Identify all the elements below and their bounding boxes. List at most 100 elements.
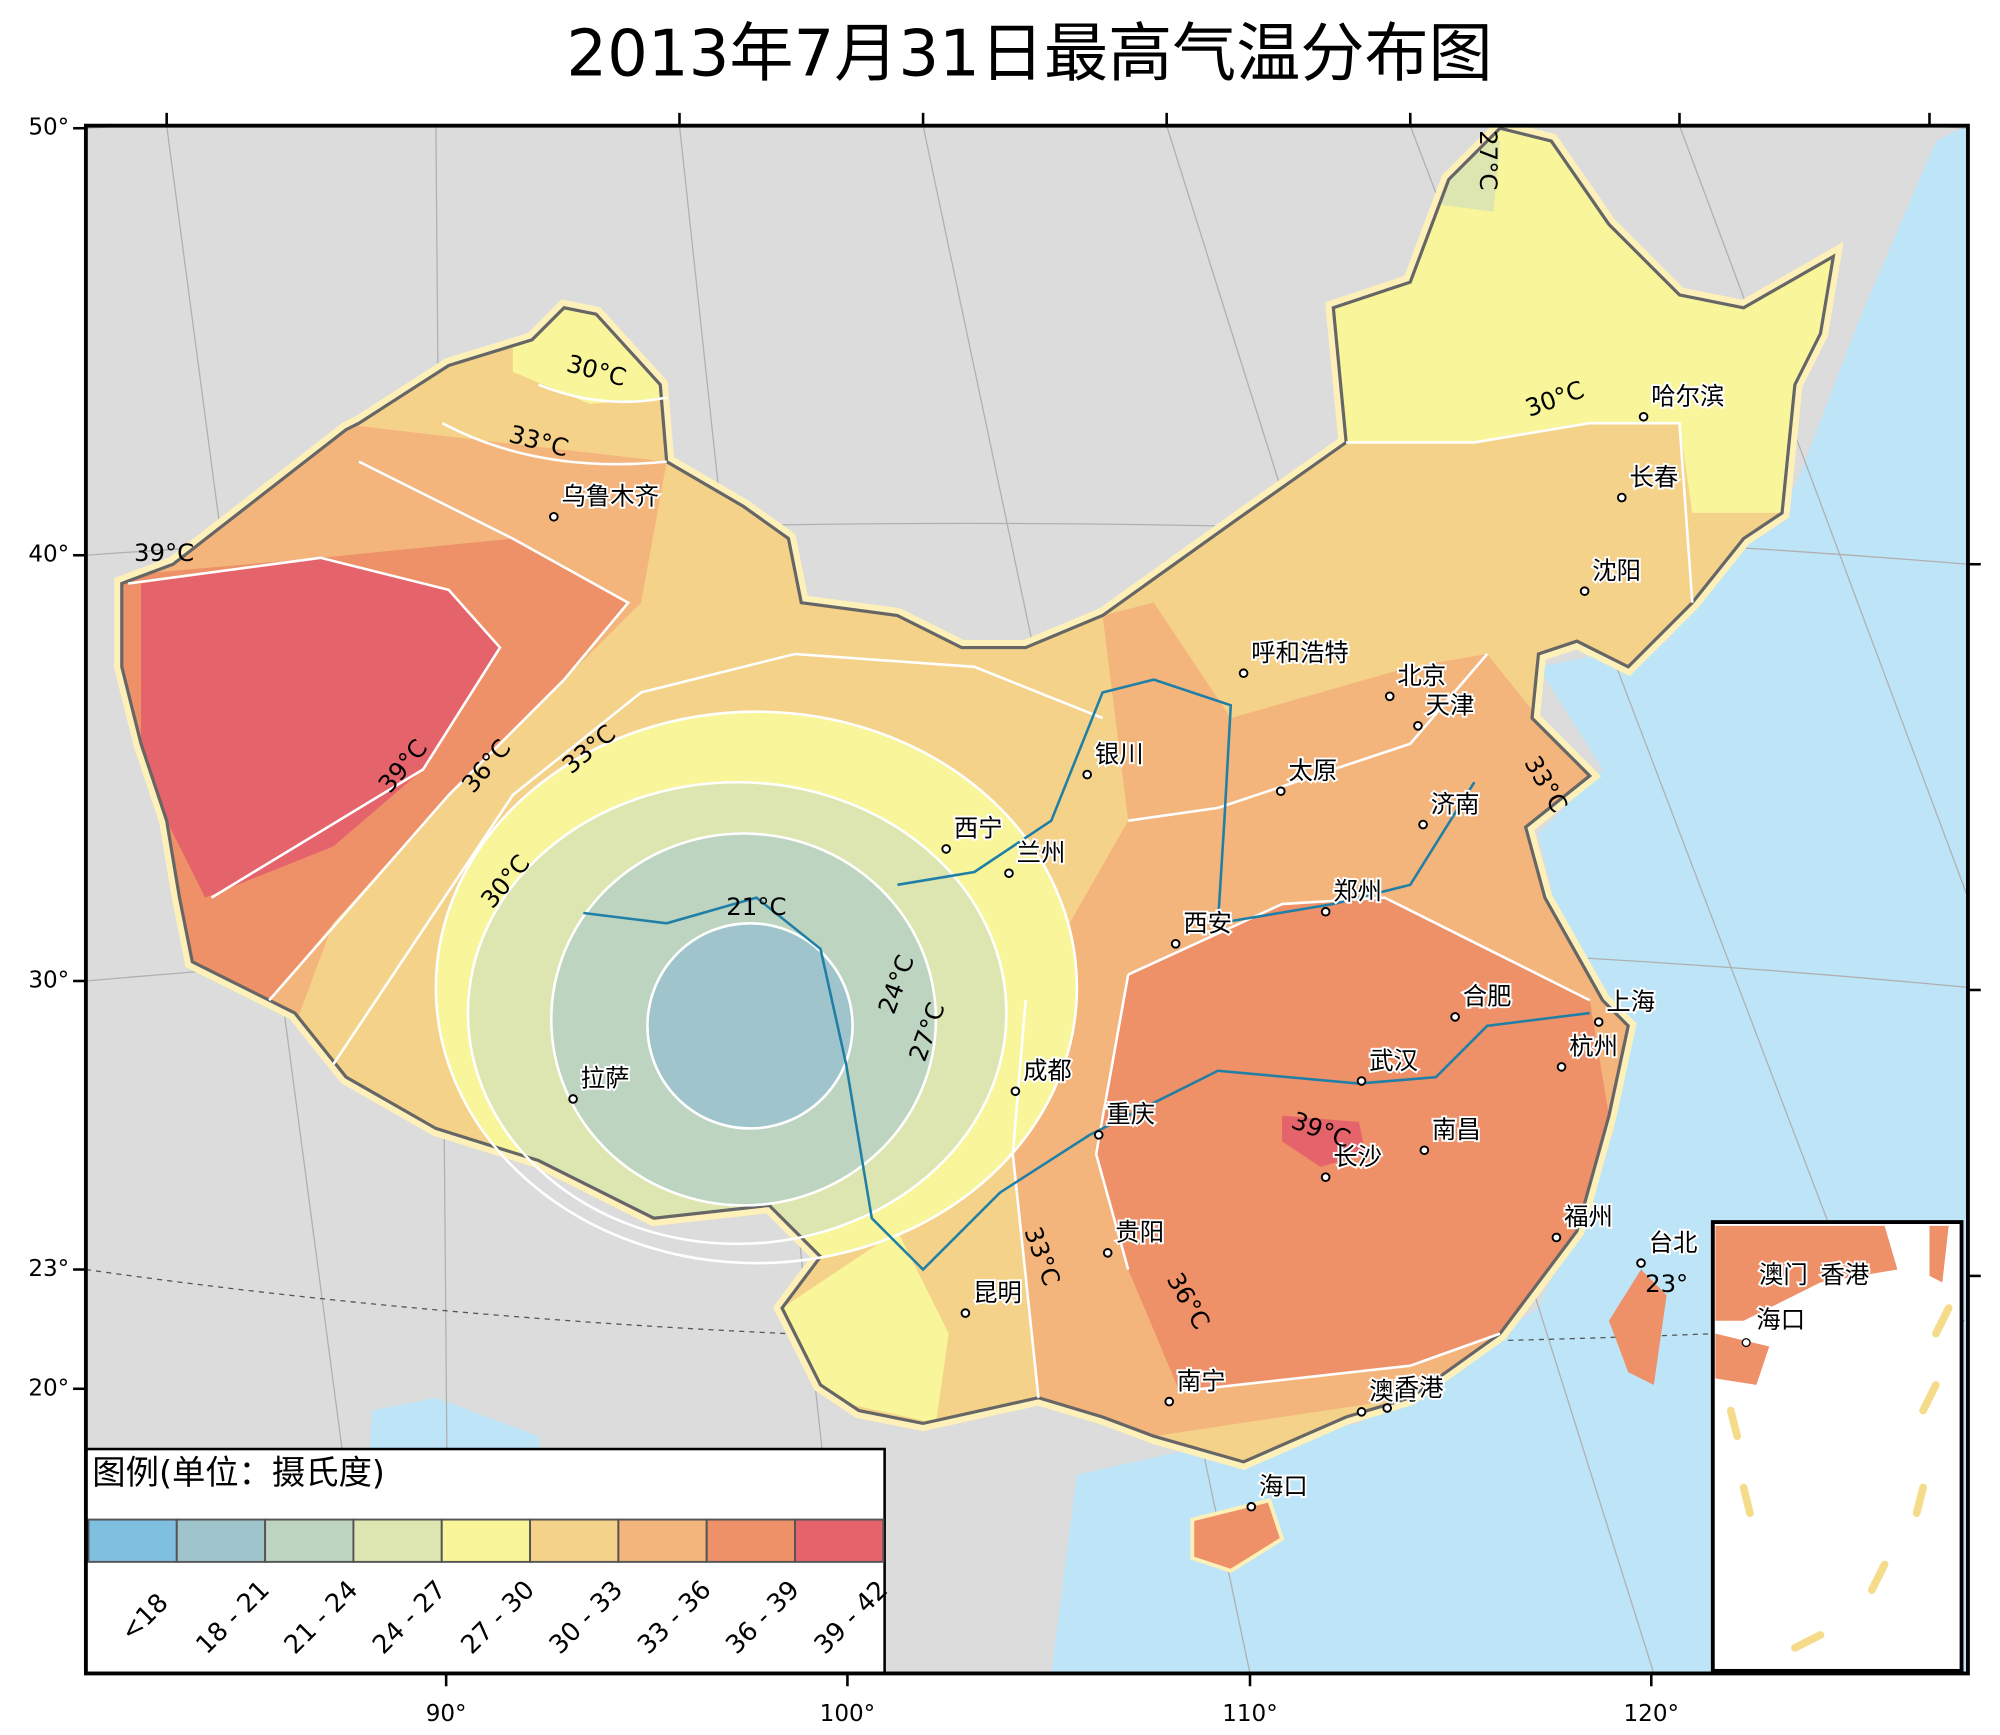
- legend-swatch: [794, 1518, 885, 1563]
- lon-label: 110°: [1222, 1701, 1278, 1727]
- legend-title: 图例(单位：摄氏度): [92, 1453, 385, 1492]
- lat-label: 40°: [28, 542, 69, 568]
- city-dot: [1093, 1130, 1104, 1140]
- city-label: 西宁: [954, 814, 1003, 843]
- legend: 图例(单位：摄氏度) <18 18 - 21 21 - 24 24 - 27 27 - …: [85, 1447, 894, 1674]
- city-dot: [1102, 1248, 1113, 1258]
- city-dot: [1418, 819, 1428, 830]
- legend-swatch: [440, 1518, 532, 1563]
- city-dot: [1450, 1012, 1460, 1022]
- zone-39-42: [141, 557, 500, 898]
- isotherm-label: 21°C: [726, 892, 786, 921]
- city-dot: [1275, 786, 1286, 797]
- city-dot: [1616, 492, 1627, 503]
- map-title: 2013年7月31日最高气温分布图: [566, 17, 1492, 91]
- isotherms: [128, 383, 1694, 1398]
- city-label: 香港: [1395, 1373, 1444, 1402]
- city-label: 乌鲁木齐: [562, 482, 659, 511]
- city-dot: [1320, 1172, 1331, 1182]
- city-label: 长沙: [1333, 1142, 1382, 1171]
- city-label: 武汉: [1369, 1046, 1418, 1075]
- city-label: 长春: [1629, 462, 1678, 491]
- city-dot: [1593, 1017, 1604, 1027]
- inset-dot: [1741, 1338, 1751, 1348]
- city-label: 上海: [1606, 987, 1655, 1016]
- lon-label: 120°: [1624, 1701, 1680, 1727]
- city-dot: [1010, 1086, 1021, 1097]
- hainan: [1190, 1498, 1285, 1573]
- city-label: 太原: [1288, 756, 1337, 785]
- lon-label: 100°: [820, 1701, 876, 1727]
- inset-label: 香港: [1821, 1260, 1870, 1289]
- city-label: 重庆: [1106, 1100, 1155, 1129]
- city-dot: [1238, 668, 1249, 679]
- city-dot: [1356, 1407, 1367, 1417]
- city-label: 海口: [1259, 1472, 1308, 1501]
- taiwan: [1608, 1269, 1667, 1385]
- city-dot: [1246, 1501, 1257, 1512]
- city-label: 兰州: [1017, 838, 1066, 867]
- legend-swatch: [617, 1518, 708, 1563]
- legend-swatch: [175, 1518, 267, 1563]
- city-dot: [1356, 1076, 1367, 1086]
- zone-27-30-yunnan: [782, 1231, 949, 1424]
- zone-27-30-north: [1333, 128, 1834, 513]
- city-dot: [1413, 720, 1423, 731]
- city-dot: [1579, 586, 1590, 596]
- map-frame: [83, 123, 1970, 1676]
- city-label: 南宁: [1177, 1366, 1226, 1395]
- city-label: 澳门: [1369, 1377, 1418, 1406]
- city-label: 哈尔滨: [1651, 382, 1724, 411]
- city-dot: [1170, 938, 1181, 949]
- city-dot: [1164, 1396, 1175, 1407]
- lon-label: 90°: [426, 1701, 467, 1727]
- city-dot: [1384, 691, 1395, 702]
- city-dot: [568, 1094, 578, 1104]
- legend-swatch: [705, 1518, 796, 1563]
- city-label: 杭州: [1569, 1032, 1618, 1061]
- lat-label: 30°: [28, 967, 69, 993]
- zone-18-21: [647, 923, 853, 1129]
- city-dot: [1419, 1145, 1430, 1156]
- isotherm-label: 39°C: [134, 538, 194, 567]
- city-dot: [960, 1308, 971, 1318]
- city-label: 沈阳: [1592, 556, 1641, 585]
- city-dot: [1082, 769, 1092, 780]
- zone-39-42-changsha: [1282, 1115, 1366, 1167]
- city-label: 郑州: [1333, 877, 1382, 906]
- lat-label: 23°: [28, 1256, 69, 1282]
- city-dot: [1556, 1062, 1567, 1072]
- city-dot: [1551, 1232, 1562, 1243]
- axes: 50° 40° 30° 23° 20° 90° 100° 110° 120°: [28, 112, 1981, 1727]
- lat-label: 50°: [28, 115, 69, 141]
- city-label: 北京: [1397, 661, 1446, 690]
- legend-swatch: [529, 1518, 620, 1563]
- legend-swatch: [352, 1518, 443, 1563]
- city-label: 昆明: [973, 1278, 1022, 1307]
- lat-label: 20°: [28, 1375, 69, 1401]
- city-label: 西安: [1183, 909, 1232, 938]
- isotherm-label: 27°C: [1474, 130, 1503, 190]
- city-label: 台北: [1649, 1228, 1698, 1257]
- city-label: 成都: [1023, 1056, 1072, 1085]
- isotherm-label: 23°: [1645, 1269, 1688, 1298]
- city-label: 合肥: [1463, 982, 1512, 1011]
- legend-swatch: [264, 1518, 355, 1563]
- rivers: [583, 678, 1590, 1272]
- city-dot: [941, 844, 951, 854]
- city-dot: [1638, 411, 1649, 422]
- city-label: 银川: [1095, 739, 1144, 768]
- city-label: 南昌: [1432, 1115, 1481, 1144]
- city-label: 拉萨: [581, 1064, 630, 1093]
- city-label: 天津: [1426, 691, 1475, 720]
- city-label: 济南: [1431, 789, 1480, 818]
- city-dot: [549, 511, 559, 522]
- city-dot: [1382, 1403, 1392, 1413]
- legend-swatch: [87, 1518, 178, 1563]
- city-label: 呼和浩特: [1251, 638, 1348, 667]
- city-dot: [1636, 1258, 1646, 1268]
